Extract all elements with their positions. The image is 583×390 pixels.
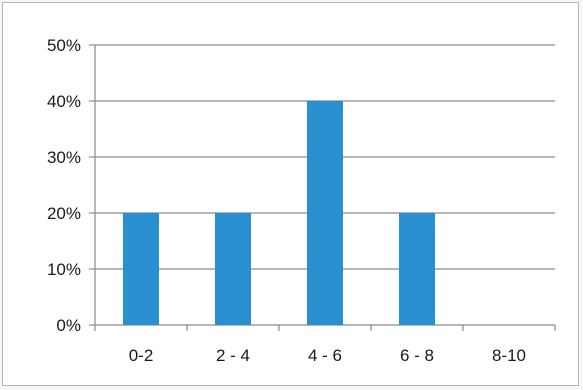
axes [89,44,556,331]
bars [123,101,435,325]
chart-frame [2,2,579,386]
y-tick-label: 0% [56,316,81,335]
x-tick-label: 6 - 8 [400,346,434,365]
y-tick-label: 40% [47,92,81,111]
x-tick-label: 4 - 6 [308,346,342,365]
bar [307,101,343,325]
bar [399,213,435,325]
y-tick-label: 20% [47,204,81,223]
y-tick-label: 30% [47,148,81,167]
bar [215,213,251,325]
x-tick-labels: 0-2 2 - 4 4 - 6 6 - 8 8-10 [129,346,526,365]
y-tick-label: 10% [47,260,81,279]
x-tick-label: 2 - 4 [216,346,250,365]
y-tick-labels: 0% 10% 20% 30% 40% 50% [47,36,81,335]
bar [123,213,159,325]
x-tick-label: 0-2 [129,346,154,365]
x-tick-label: 8-10 [492,346,526,365]
y-tick-label: 50% [47,36,81,55]
